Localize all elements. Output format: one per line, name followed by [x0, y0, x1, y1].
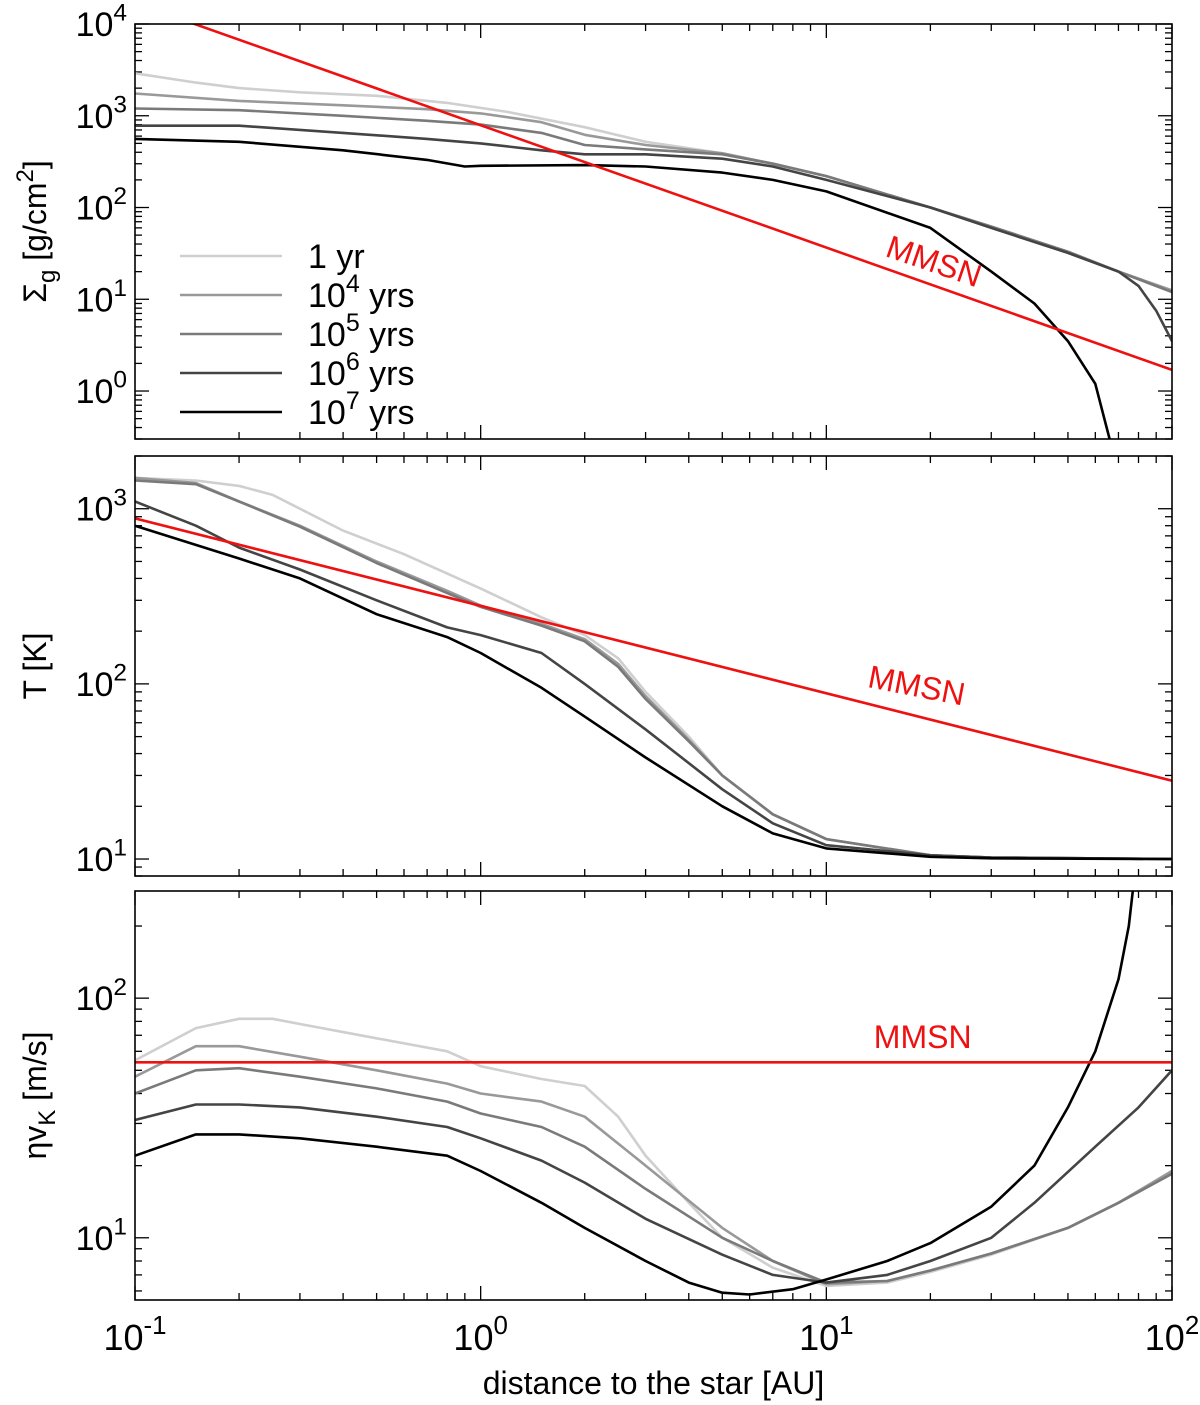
y-tick-label: 104: [76, 0, 127, 44]
series-group: [135, 476, 1172, 861]
y-axis-label: ηvK [m/s]: [17, 1031, 61, 1159]
x-ticks: [134, 456, 1173, 876]
series-line-time-3: [135, 500, 1172, 861]
series-line-time-3: [135, 1069, 1172, 1284]
series-line-time-3: [135, 124, 1172, 343]
y-tick-label: 102: [76, 183, 127, 227]
series-line-time-2: [135, 107, 1172, 294]
mmsn-annotation: MMSN: [874, 1019, 972, 1055]
y-tick-label: 103: [76, 91, 127, 135]
x-ticks: [134, 891, 1173, 1300]
legend-label: 107 yrs: [308, 387, 415, 432]
y-tick-label: 100: [76, 367, 127, 411]
series-line-time-4: [135, 137, 1111, 439]
y-ticks: [135, 23, 1172, 440]
y-tick-label: 101: [76, 1213, 127, 1257]
y-ticks: [135, 925, 1172, 1292]
legend-label: 104 yrs: [308, 270, 415, 315]
panel-temperature: 101 102 103 MMSN T [K]: [17, 455, 1173, 879]
series-line-time-4: [135, 524, 1172, 861]
plot-frame: [134, 890, 1173, 1301]
x-tick-label: 101: [799, 1312, 853, 1358]
mmsn-annotation: MMSN: [865, 658, 968, 712]
plot-frame: [134, 23, 1173, 440]
series-group: [135, 24, 1172, 439]
series-line-time-0: [135, 72, 1172, 294]
series-line-time-4: [135, 891, 1135, 1296]
y-tick-label: 103: [76, 484, 127, 528]
x-axis-label: distance to the star [AU]: [483, 1365, 825, 1401]
series-line-time-1: [135, 92, 1172, 292]
series-line-mmsn: [190, 24, 1172, 372]
y-axis-label: Σg [g/cm2]: [12, 160, 61, 303]
series-group: [135, 891, 1172, 1296]
legend-label: 1 yr: [308, 238, 365, 276]
series-line-time-2: [135, 1066, 1172, 1284]
y-tick-label: 101: [76, 275, 127, 319]
y-tick-label: 102: [76, 974, 127, 1018]
y-tick-label: 101: [76, 835, 127, 879]
series-line-time-0: [135, 476, 1172, 861]
legend-label: 105 yrs: [308, 309, 415, 354]
series-line-time-2: [135, 479, 1172, 861]
x-tick-label: 10-1: [103, 1312, 166, 1358]
legend-label: 106 yrs: [308, 348, 415, 393]
panel-headwind: 101 102 MMSN ηvK [m/s] 10-1 100 101 102 distance…: [17, 890, 1199, 1401]
series-line-time-1: [135, 476, 1172, 861]
x-tick-label: 100: [453, 1312, 507, 1358]
x-ticks: [134, 24, 1173, 439]
series-line-mmsn: [135, 517, 1172, 782]
series-line-time-0: [135, 1017, 1172, 1288]
y-ticks: [135, 455, 1172, 877]
plot-frame: [134, 455, 1173, 877]
y-axis-label: T [K]: [17, 633, 53, 700]
y-tick-label: 102: [76, 660, 127, 704]
x-tick-label: 102: [1145, 1312, 1199, 1358]
